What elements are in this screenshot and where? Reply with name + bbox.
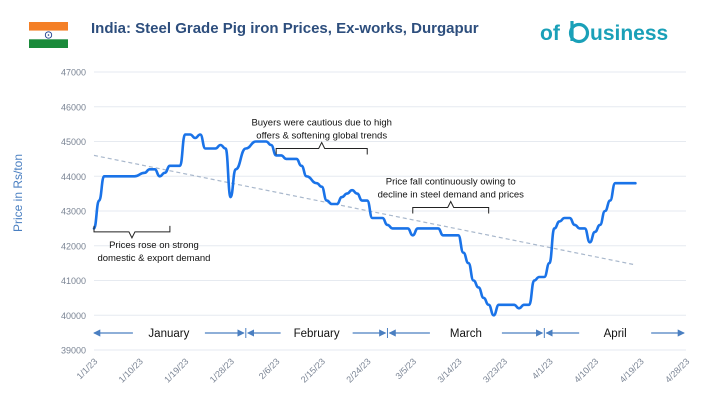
header: India: Steel Grade Pig iron Prices, Ex-w… bbox=[0, 0, 715, 60]
title-country: India bbox=[91, 20, 127, 37]
x-tick-label: 4/10/23 bbox=[572, 356, 600, 384]
x-tick-label: 3/5/23 bbox=[393, 356, 418, 381]
price-series-line bbox=[92, 133, 637, 317]
x-tick-label: 2/15/23 bbox=[299, 356, 327, 384]
month-label-bg bbox=[280, 324, 353, 341]
month-label-bg bbox=[429, 324, 502, 341]
annotation-text: Price fall continuously owing to bbox=[386, 177, 516, 188]
x-tick-label: 4/19/23 bbox=[618, 356, 646, 384]
title-rest: : Steel Grade Pig iron Prices, Ex-works,… bbox=[126, 20, 479, 37]
y-tick-label: 44000 bbox=[61, 172, 86, 182]
annotation-text: Prices rose on strong bbox=[109, 240, 199, 251]
month-label: February bbox=[294, 328, 340, 340]
x-tick-label: 4/1/23 bbox=[530, 356, 555, 381]
annotation-text: offers & softening global trends bbox=[256, 130, 387, 141]
month-label-bg bbox=[132, 324, 205, 341]
y-tick-label: 41000 bbox=[61, 276, 86, 286]
x-tick-label: 2/6/23 bbox=[257, 356, 282, 381]
logo-text-right: usiness bbox=[590, 22, 668, 45]
y-tick-label: 45000 bbox=[61, 137, 86, 147]
y-axis-label: Price in Rs/ton bbox=[11, 154, 25, 232]
annotation-brace bbox=[412, 200, 490, 214]
annotation-text: Buyers were cautious due to high bbox=[251, 117, 391, 128]
y-tick-label: 39000 bbox=[61, 346, 86, 356]
month-label: January bbox=[148, 328, 189, 340]
y-tick-label: 42000 bbox=[61, 241, 86, 251]
annotation-text: decline in steel demand and prices bbox=[378, 190, 525, 201]
x-tick-label: 3/23/23 bbox=[481, 356, 509, 384]
x-tick-label: 3/14/23 bbox=[435, 356, 463, 384]
month-label: March bbox=[450, 328, 482, 340]
x-tick-label: 4/28/23 bbox=[663, 356, 691, 384]
x-tick-label: 1/10/23 bbox=[117, 356, 145, 384]
x-tick-label: 1/1/23 bbox=[75, 356, 100, 381]
logo-text-left: of bbox=[540, 22, 561, 45]
trend-line bbox=[93, 154, 636, 266]
x-tick-label: 1/28/23 bbox=[208, 356, 236, 384]
month-label-bg bbox=[579, 324, 652, 341]
annotation-text: domestic & export demand bbox=[97, 253, 210, 264]
page-title: India: Steel Grade Pig iron Prices, Ex-w… bbox=[91, 20, 479, 37]
month-label: April bbox=[604, 328, 627, 340]
y-tick-label: 43000 bbox=[61, 207, 86, 217]
annotation-brace bbox=[93, 225, 171, 239]
x-tick-label: 1/19/23 bbox=[162, 356, 190, 384]
x-tick-label: 2/24/23 bbox=[344, 356, 372, 384]
ofbusiness-logo: of usiness bbox=[540, 21, 668, 45]
annotation-brace bbox=[275, 141, 368, 155]
y-tick-label: 46000 bbox=[61, 102, 86, 112]
y-tick-label: 47000 bbox=[61, 68, 86, 78]
india-flag-icon bbox=[29, 22, 68, 48]
y-tick-label: 40000 bbox=[61, 311, 86, 321]
